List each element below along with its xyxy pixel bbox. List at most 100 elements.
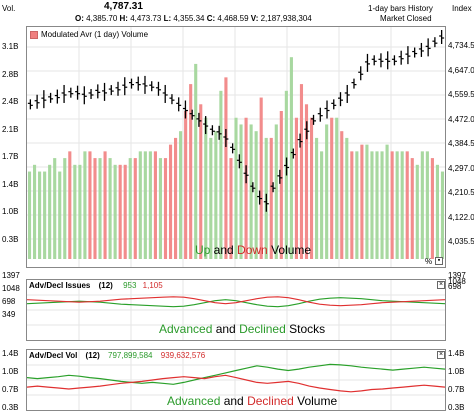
issues-caption-advanced: Advanced bbox=[159, 322, 213, 336]
left-tick-label: 1.0B bbox=[2, 367, 19, 376]
volume-bar bbox=[345, 137, 349, 259]
volume-bar bbox=[315, 137, 319, 259]
vol-decl-value: 939,632,576 bbox=[160, 351, 206, 360]
volume-bar bbox=[294, 117, 298, 259]
volume-bar bbox=[259, 97, 263, 259]
volume-bar bbox=[78, 164, 82, 259]
volume-bar bbox=[355, 151, 359, 259]
volume-bar bbox=[123, 164, 127, 259]
volume-legend: Modulated Avr (1 day) Volume bbox=[30, 30, 148, 39]
volume-bar bbox=[163, 158, 168, 259]
volume-bar bbox=[43, 171, 47, 259]
volume-bar bbox=[48, 164, 52, 259]
index-axis-label: Index bbox=[452, 4, 472, 13]
volume-bar bbox=[410, 158, 414, 259]
vol-caption-and: and bbox=[220, 394, 248, 408]
volume-bar bbox=[375, 151, 379, 259]
volume-bar bbox=[113, 164, 117, 259]
high-value: 4,473.73 bbox=[130, 14, 162, 23]
issues-adv-value: 953 bbox=[123, 281, 137, 290]
main-chart-panel[interactable]: Modulated Avr (1 day) Volume Up and Down… bbox=[26, 26, 446, 268]
volume-bar bbox=[390, 151, 394, 259]
bars-history-info[interactable]: 1-day bars History bbox=[368, 4, 433, 13]
left-tick-label: 0.7B bbox=[2, 385, 19, 394]
volume-bar bbox=[309, 117, 314, 259]
volume-bar bbox=[174, 137, 178, 259]
volume-bar bbox=[360, 144, 364, 259]
caption-up: Up bbox=[195, 243, 211, 257]
volume-bar bbox=[340, 131, 344, 259]
right-tick-label: 4,559.5 bbox=[448, 90, 474, 99]
left-tick-label: 1.0B bbox=[2, 207, 19, 217]
volume-bar bbox=[73, 164, 77, 259]
left-tick-label: 2.1B bbox=[2, 124, 19, 134]
volume-bar bbox=[108, 158, 112, 259]
right-tick-label: 4,122.0 bbox=[448, 212, 474, 222]
issues-decl-value: 1,105 bbox=[142, 281, 163, 290]
right-tick-label: 4,734.5 bbox=[448, 41, 474, 50]
left-tick-label: 2.4B bbox=[2, 97, 19, 107]
volume-bar bbox=[415, 164, 419, 259]
issues-period: (12) bbox=[98, 281, 113, 290]
left-tick-label: 3.1B bbox=[2, 42, 19, 51]
volume-bar bbox=[304, 104, 309, 260]
adv-decl-issues-panel[interactable]: Adv/Decl Issues (12) 953 1,105 × Advance… bbox=[26, 279, 446, 341]
volume-bar bbox=[68, 151, 72, 259]
volume-bar bbox=[179, 131, 183, 259]
issues-close-icon[interactable]: × bbox=[437, 281, 445, 289]
vol-title: Adv/Decl Vol bbox=[29, 351, 78, 360]
volume-bar bbox=[158, 158, 163, 259]
caption-volume: Volume bbox=[267, 243, 312, 257]
right-tick-label: 4,384.5 bbox=[448, 139, 474, 148]
volume-bar bbox=[184, 111, 188, 259]
volume-bar bbox=[279, 111, 283, 259]
series-line-declined bbox=[27, 296, 445, 307]
volume-bar bbox=[405, 151, 409, 259]
ohlcv-readout: O: 4,385.70 H: 4,473.73 L: 4,355.34 C: 4… bbox=[75, 14, 312, 24]
volume-legend-label: Modulated Avr (1 day) Volume bbox=[41, 30, 149, 39]
volume-bar bbox=[430, 158, 434, 259]
volume-bar bbox=[425, 151, 429, 259]
panel-resize-icon[interactable]: ▪ bbox=[435, 257, 443, 265]
vol-caption-volume: Volume bbox=[293, 394, 338, 408]
right-tick-label: 1048 bbox=[448, 276, 466, 286]
low-label: L: bbox=[163, 14, 172, 23]
vol-close-icon[interactable]: × bbox=[437, 351, 445, 359]
price-volume-chart bbox=[27, 27, 445, 267]
volume-bar bbox=[98, 158, 102, 259]
issues-title: Adv/Decl Issues bbox=[29, 281, 91, 290]
left-tick-label: 1048 bbox=[2, 284, 20, 293]
vol-caption: Advanced and Declined Volume bbox=[167, 394, 337, 408]
adv-decl-vol-chart bbox=[27, 350, 445, 410]
volume-bar bbox=[365, 144, 369, 259]
issues-header: Adv/Decl Issues (12) 953 1,105 bbox=[29, 281, 163, 290]
volume-bar bbox=[194, 63, 198, 259]
volume-bar bbox=[63, 158, 67, 259]
volume-value: 2,187,938,304 bbox=[260, 14, 312, 23]
left-tick-label: 0.3B bbox=[2, 403, 19, 412]
right-tick-label: 1397 bbox=[448, 271, 466, 280]
volume-bar bbox=[168, 144, 173, 259]
volume-bar bbox=[320, 151, 324, 259]
open-value: 4,385.70 bbox=[86, 14, 118, 23]
left-tick-label: 2.8B bbox=[2, 69, 19, 79]
adv-decl-vol-panel[interactable]: Adv/Decl Vol (12) 797,899,584 939,632,57… bbox=[26, 349, 446, 411]
volume-bar bbox=[244, 117, 248, 259]
volume-bar bbox=[219, 90, 223, 259]
series-line-declined bbox=[27, 374, 445, 393]
right-tick-label: 4,297.0 bbox=[448, 163, 474, 173]
volume-bar bbox=[189, 84, 193, 259]
volume-bar bbox=[239, 124, 243, 259]
right-tick-label: 4,472.0 bbox=[448, 114, 474, 124]
volume-bar bbox=[133, 158, 137, 259]
percent-toggle[interactable]: % bbox=[425, 257, 433, 266]
volume-bar bbox=[254, 131, 258, 259]
volume-bar bbox=[335, 117, 339, 259]
volume-bar bbox=[118, 164, 122, 259]
right-tick-label: 0.3B bbox=[448, 403, 465, 412]
vol-caption-declined: Declined bbox=[247, 394, 294, 408]
volume-bar bbox=[32, 164, 37, 259]
adv-decl-issues-chart bbox=[27, 280, 445, 340]
volume-bar bbox=[143, 151, 147, 259]
issues-caption-and: and bbox=[212, 322, 240, 336]
